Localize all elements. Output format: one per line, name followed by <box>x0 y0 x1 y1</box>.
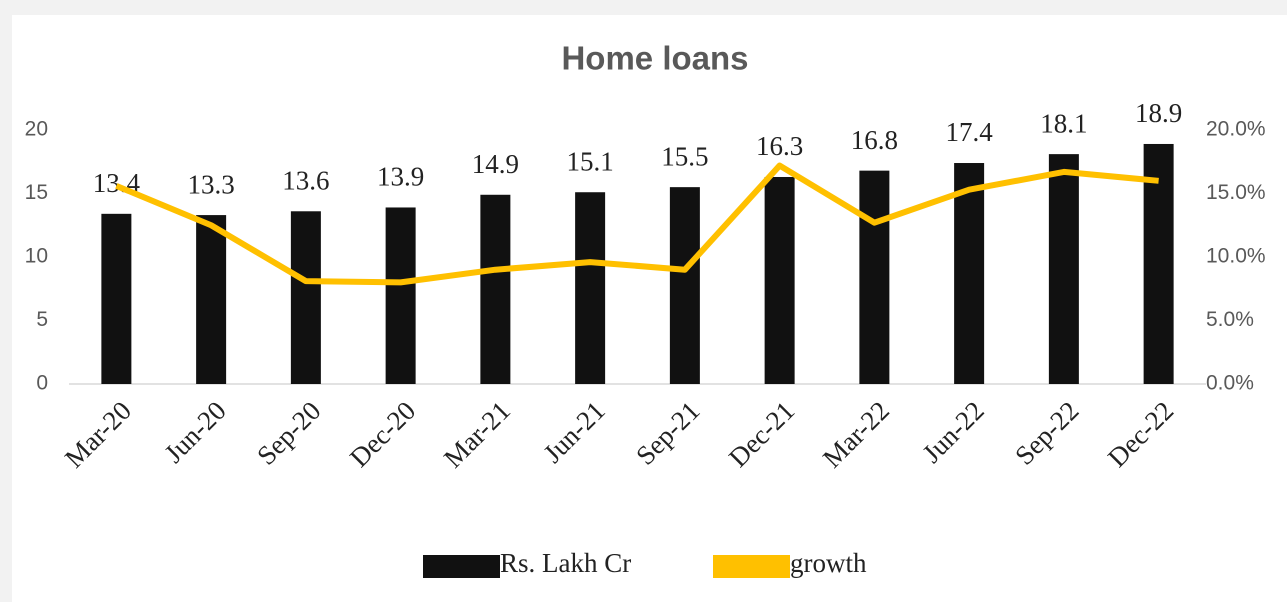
data-label: 15.1 <box>567 146 614 176</box>
y-tick-label: 0 <box>36 372 48 395</box>
data-label: 17.4 <box>946 117 994 147</box>
data-label: 16.3 <box>756 131 803 161</box>
data-label: 18.9 <box>1135 98 1182 128</box>
bar <box>101 213 132 384</box>
line <box>115 162 1159 286</box>
data-label: 13.3 <box>188 169 235 199</box>
data-label: 18.1 <box>1040 108 1087 138</box>
y2-tick-label: 0.0% <box>1206 372 1254 395</box>
data-label: 14.9 <box>472 149 519 179</box>
bar <box>480 194 511 384</box>
bar <box>196 215 227 384</box>
data-label: 16.8 <box>851 125 898 155</box>
bar <box>859 170 890 384</box>
data-label: 15.5 <box>661 141 708 171</box>
chart-title: Home loans <box>561 40 748 77</box>
legend-swatch <box>713 555 790 578</box>
data-label: 13.6 <box>282 165 329 195</box>
y-tick-label: 15 <box>25 181 48 204</box>
bar <box>954 163 985 384</box>
bar <box>575 192 606 384</box>
y-tick-label: 10 <box>25 245 48 268</box>
legend-label: growth <box>790 548 867 578</box>
legend-swatch <box>423 555 500 578</box>
data-label: 13.9 <box>377 162 424 192</box>
bar <box>1143 143 1174 384</box>
y-tick-label: 5 <box>36 308 48 331</box>
legend-label: Rs. Lakh Cr <box>500 548 631 578</box>
bar <box>1048 154 1079 384</box>
y2-tick-label: 20.0% <box>1206 118 1266 141</box>
bar <box>385 207 416 384</box>
y2-tick-label: 10.0% <box>1206 245 1266 268</box>
bar <box>290 211 321 384</box>
y-tick-label: 20 <box>25 118 48 141</box>
bar <box>669 187 700 384</box>
bar <box>764 176 795 384</box>
y2-tick-label: 15.0% <box>1206 181 1266 204</box>
y2-tick-label: 5.0% <box>1206 308 1254 331</box>
